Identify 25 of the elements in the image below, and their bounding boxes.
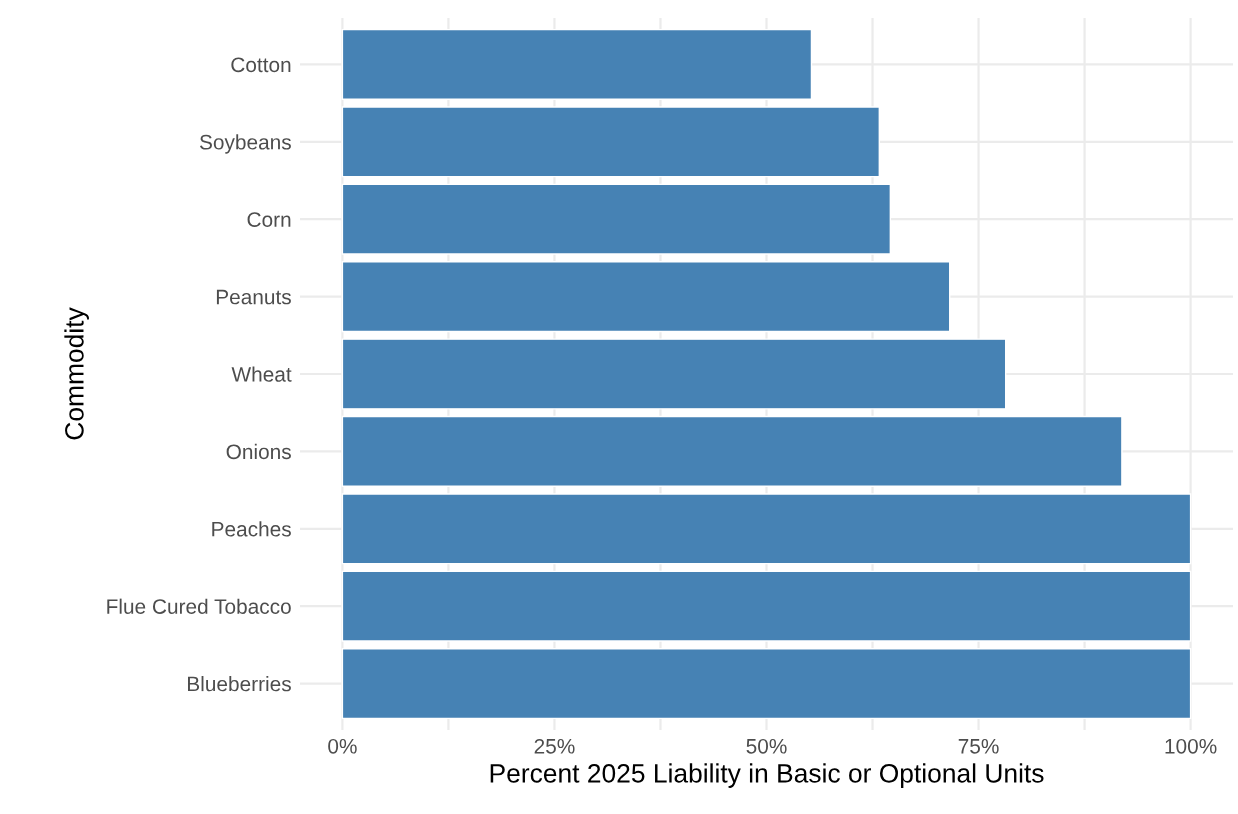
x-tick-label: 100% (1165, 738, 1217, 754)
x-tick-label: 0% (328, 738, 357, 754)
x-tick-label: 25% (534, 738, 575, 754)
bar (341, 570, 1192, 642)
y-tick-label: Corn (247, 212, 291, 227)
x-axis-title: Percent 2025 Liability in Basic or Optional Units (490, 763, 1044, 788)
bar (341, 183, 892, 255)
bar (341, 28, 813, 100)
y-tick-label: Wheat (231, 366, 292, 382)
y-tick-label: Soybeans (199, 134, 291, 154)
bar (341, 338, 1007, 410)
y-tick-label: Peaches (212, 521, 291, 537)
bar (341, 261, 951, 333)
y-axis-title: Commodity (64, 307, 89, 440)
y-tick-label: Onions (226, 443, 291, 460)
x-tick-label: 50% (746, 738, 787, 754)
bar (341, 415, 1123, 487)
bar (341, 648, 1192, 720)
bar (341, 493, 1192, 565)
y-tick-label: Peanuts (216, 289, 291, 305)
x-tick-label: 75% (958, 738, 999, 754)
y-tick-label: Flue Cured Tobacco (107, 598, 291, 614)
bar (341, 106, 881, 178)
y-tick-label: Cotton (231, 57, 291, 73)
y-tick-label: Blueberries (188, 676, 291, 692)
